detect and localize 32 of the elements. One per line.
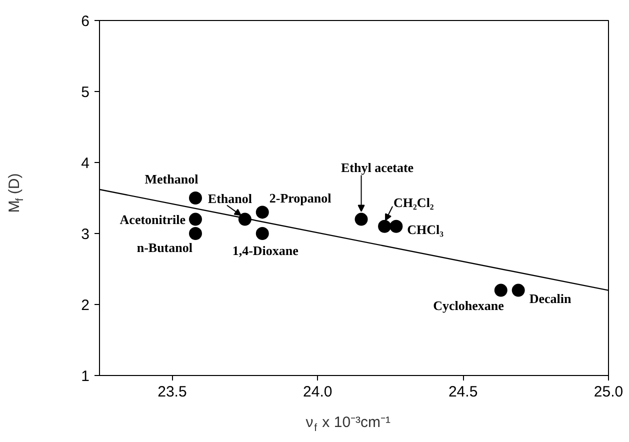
point [188, 227, 202, 240]
annotation: Ethanol [208, 190, 252, 206]
y-axis-title: Mf (D) [6, 173, 26, 213]
annotation: CHCl₃ [407, 222, 444, 237]
x-tick-label: 24.5 [448, 384, 478, 400]
y-tick-label: 5 [81, 84, 90, 101]
annotation: CH₂Cl₂ [394, 194, 434, 210]
annotation: Acetonitrile [120, 212, 186, 227]
y-tick-label: 2 [81, 297, 90, 314]
annotation: Cyclohexane [433, 298, 504, 313]
x-tick-label: 24.0 [303, 384, 332, 400]
point [354, 212, 368, 226]
y-tick-label: 6 [81, 13, 90, 30]
annotation: n-Butanol [136, 240, 193, 255]
x-tick-label: 25.0 [594, 384, 624, 400]
annotation: Ethyl acetate [340, 160, 414, 175]
annotation: Decalin [529, 290, 572, 306]
point [494, 284, 508, 297]
annotation: 1,4-Dioxane [232, 243, 299, 258]
point [256, 227, 269, 240]
x-tick-label: 23.5 [158, 384, 187, 400]
annotation: Methanol [144, 172, 199, 186]
y-tick-label: 4 [81, 155, 90, 172]
point [390, 220, 403, 233]
y-tick-label: 1 [81, 368, 90, 385]
point [378, 220, 392, 233]
annotation: 2-Propanol [269, 190, 332, 206]
point [188, 212, 202, 226]
point [256, 206, 269, 219]
point [512, 284, 525, 297]
y-tick-label: 3 [81, 226, 90, 243]
point [188, 192, 202, 204]
